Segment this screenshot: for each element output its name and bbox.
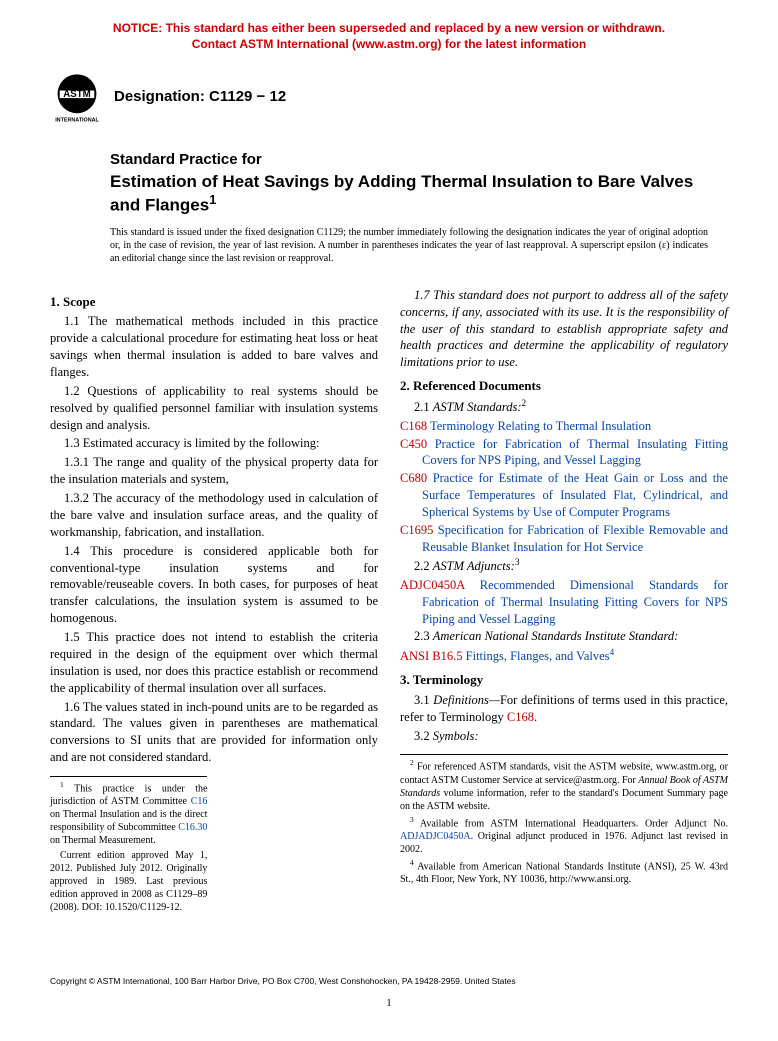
- definitions-label: Definitions—: [433, 693, 500, 707]
- para-3-2: 3.2 Symbols:: [400, 728, 728, 745]
- link-c680[interactable]: C680: [400, 471, 427, 485]
- para-1-6: 1.6 The values stated in inch-pound unit…: [50, 699, 378, 767]
- link-adj-order[interactable]: ADJADJC0450A: [400, 831, 471, 842]
- astm-standards-label: ASTM Standards:: [433, 400, 522, 414]
- title-prefix: Standard Practice for: [110, 150, 728, 170]
- page-number: 1: [50, 996, 728, 1011]
- issuance-note: This standard is issued under the fixed …: [110, 226, 708, 265]
- link-ansi-text: Fittings, Flanges, and Valves4: [466, 649, 615, 663]
- link-c168[interactable]: C168: [400, 419, 427, 433]
- link-c1695-text[interactable]: Specification for Fabrication of Flexibl…: [422, 523, 728, 554]
- link-c16-30[interactable]: C16.30: [178, 822, 207, 833]
- term-heading: 3. Terminology: [400, 671, 728, 689]
- fn2-text: For referenced ASTM standards, visit the…: [400, 762, 728, 812]
- ref-c1695: C1695 Specification for Fabrication of F…: [400, 522, 728, 556]
- ref-c680: C680 Practice for Estimate of the Heat G…: [400, 470, 728, 521]
- title-main: Estimation of Heat Savings by Adding The…: [110, 171, 728, 216]
- svg-text:ASTM: ASTM: [63, 89, 91, 100]
- link-c1695[interactable]: C1695: [400, 523, 433, 537]
- title-main-text: Estimation of Heat Savings by Adding The…: [110, 172, 693, 215]
- para-1-3-2: 1.3.2 The accuracy of the methodology us…: [50, 490, 378, 541]
- ref-adj: ADJC0450A Recommended Dimensional Standa…: [400, 577, 728, 628]
- footnote-3: 3 Available from ASTM International Head…: [400, 815, 728, 856]
- copyright-line: Copyright © ASTM International, 100 Barr…: [50, 976, 728, 987]
- ref-ansi: ANSI B16.5 Fittings, Flanges, and Valves…: [400, 647, 728, 665]
- para-1-3: 1.3 Estimated accuracy is limited by the…: [50, 435, 378, 452]
- link-c16[interactable]: C16: [191, 796, 208, 807]
- ansi-label: American National Standards Institute St…: [433, 629, 679, 643]
- body-columns: 1. Scope 1.1 The mathematical methods in…: [50, 287, 728, 917]
- astm-adjuncts-label: ASTM Adjuncts:: [433, 559, 515, 573]
- p3-1-num: 3.1: [414, 693, 433, 707]
- para-2-2: 2.2 ASTM Adjuncts:3: [400, 557, 728, 575]
- footnote-1-edition: Current edition approved May 1, 2012. Pu…: [50, 849, 207, 914]
- svg-text:INTERNATIONAL: INTERNATIONAL: [55, 118, 99, 124]
- link-c680-text[interactable]: Practice for Estimate of the Heat Gain o…: [422, 471, 728, 519]
- para-1-7: 1.7 This standard does not purport to ad…: [400, 287, 728, 371]
- link-c168-text[interactable]: Terminology Relating to Thermal Insulati…: [430, 419, 651, 433]
- fn1-c: on Thermal Measurement.: [50, 835, 156, 846]
- link-ansi[interactable]: ANSI B16.5: [400, 649, 463, 663]
- header-row: ASTM INTERNATIONAL Designation: C1129 − …: [50, 70, 728, 124]
- left-footnotes: 1 This practice is under the jurisdictio…: [50, 776, 207, 914]
- p3-2-num: 3.2: [414, 729, 433, 743]
- refs-heading: 2. Referenced Documents: [400, 377, 728, 395]
- link-c450-text[interactable]: Practice for Fabrication of Thermal Insu…: [422, 437, 728, 468]
- ref-c168: C168 Terminology Relating to Thermal Ins…: [400, 418, 728, 435]
- symbols-label: Symbols:: [433, 729, 479, 743]
- fn3-a: Available from ASTM International Headqu…: [420, 818, 728, 829]
- astm-logo: ASTM INTERNATIONAL: [50, 70, 104, 124]
- footnote-2: 2 For referenced ASTM standards, visit t…: [400, 758, 728, 812]
- para-1-5: 1.5 This practice does not intend to est…: [50, 629, 378, 697]
- link-c168-term[interactable]: C168: [507, 710, 534, 724]
- para-2-3: 2.3 American National Standards Institut…: [400, 628, 728, 645]
- notice-line1: NOTICE: This standard has either been su…: [113, 21, 665, 35]
- link-c450[interactable]: C450: [400, 437, 427, 451]
- para-1-3-1: 1.3.1 The range and quality of the physi…: [50, 454, 378, 488]
- title-block: Standard Practice for Estimation of Heat…: [110, 150, 728, 215]
- footnote-4: 4 Available from American National Stand…: [400, 858, 728, 886]
- fn4-text: Available from American National Standar…: [400, 861, 728, 885]
- footnote-1: 1 This practice is under the jurisdictio…: [50, 780, 207, 847]
- fn1-a: This practice is under the jurisdiction …: [50, 783, 207, 807]
- ref-c450: C450 Practice for Fabrication of Thermal…: [400, 436, 728, 470]
- para-3-1: 3.1 Definitions—For definitions of terms…: [400, 692, 728, 726]
- para-1-2: 1.2 Questions of applicability to real s…: [50, 383, 378, 434]
- para-2-1: 2.1 ASTM Standards:2: [400, 398, 728, 416]
- withdrawal-notice: NOTICE: This standard has either been su…: [50, 20, 728, 52]
- right-footnotes: 2 For referenced ASTM standards, visit t…: [400, 754, 728, 886]
- para-1-1: 1.1 The mathematical methods included in…: [50, 313, 378, 381]
- notice-line2: Contact ASTM International (www.astm.org…: [192, 37, 586, 51]
- link-adj[interactable]: ADJC0450A: [400, 578, 465, 592]
- designation-text: Designation: C1129 − 12: [114, 87, 286, 107]
- link-adj-text[interactable]: Recommended Dimensional Standards for Fa…: [422, 578, 728, 626]
- para-1-4: 1.4 This procedure is considered applica…: [50, 543, 378, 627]
- scope-heading: 1. Scope: [50, 293, 378, 311]
